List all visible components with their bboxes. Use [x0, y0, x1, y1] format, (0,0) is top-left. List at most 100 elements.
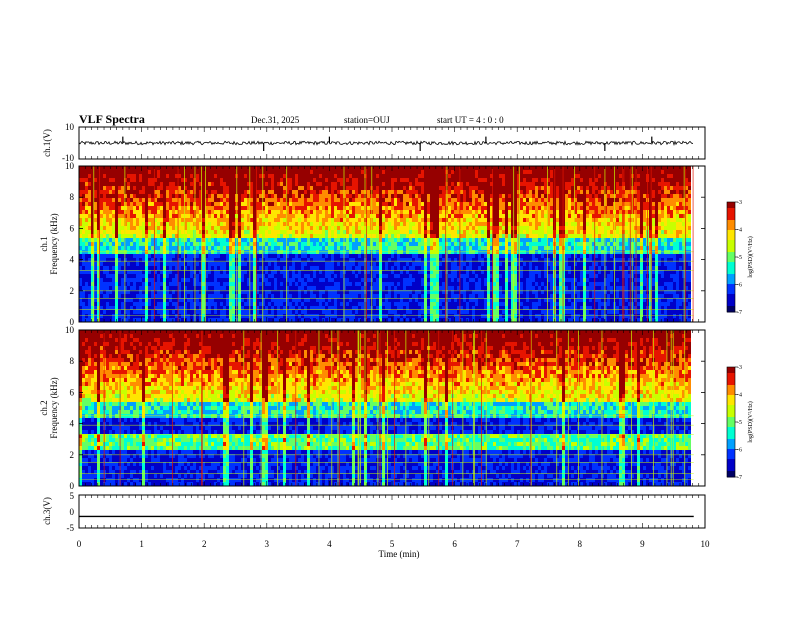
spectrogram-cell [292, 198, 295, 202]
spectrogram-cell [439, 230, 442, 234]
spectrogram-cell [184, 302, 187, 306]
spectrogram-cell [340, 214, 343, 218]
spectrogram-cell [214, 230, 217, 234]
spectrogram-cell [190, 310, 193, 314]
spectrogram-cell [445, 186, 448, 190]
spectrogram-cell [277, 178, 280, 182]
spectrogram-cell [427, 318, 430, 322]
spectrogram-cell [349, 218, 352, 222]
spectrogram-cell [133, 206, 136, 210]
spectrogram-cell [328, 246, 331, 250]
spectrogram-cell [343, 210, 346, 214]
spectrogram-cell [253, 246, 256, 250]
spectrogram-cell [124, 242, 127, 246]
spectrogram-cell [256, 310, 259, 314]
spectrogram-cell [151, 202, 154, 206]
spectrogram-cell [283, 198, 286, 202]
spectrogram-cell [94, 258, 97, 262]
spectrogram-cell [388, 202, 391, 206]
spectrogram-cell [82, 198, 85, 202]
spectrogram-cell [439, 262, 442, 266]
spectrogram-cell [256, 258, 259, 262]
spectrogram-cell [304, 242, 307, 246]
spectrogram-cell [328, 274, 331, 278]
spectrogram-cell [361, 214, 364, 218]
spectrogram-cell [412, 302, 415, 306]
spectrogram-cell [244, 214, 247, 218]
spectrogram-cell [112, 206, 115, 210]
spectrogram-cell [97, 262, 100, 266]
spectrogram-cell [364, 254, 367, 258]
spectrogram-cell [298, 178, 301, 182]
spectrogram-cell [424, 182, 427, 186]
spectrogram-cell [361, 198, 364, 202]
spectrogram-cell [256, 246, 259, 250]
spectrogram-cell [94, 182, 97, 186]
spectrogram-cell [268, 318, 271, 322]
spectrogram-cell [337, 266, 340, 270]
spectrogram-cell [418, 262, 421, 266]
spectrogram-cell [133, 230, 136, 234]
spectrogram-cell [436, 290, 439, 294]
spectrogram-cell [394, 262, 397, 266]
spectrogram-cell [340, 178, 343, 182]
spectrogram-cell [181, 198, 184, 202]
spectrogram-cell [280, 206, 283, 210]
spectrogram-cell [154, 198, 157, 202]
spectrogram-cell [220, 286, 223, 290]
spectrogram-cell [448, 186, 451, 190]
spectrogram-cell [250, 230, 253, 234]
spectrogram-cell [454, 174, 457, 178]
spectrogram-cell [325, 218, 328, 222]
spectrogram-cell [403, 194, 406, 198]
spectrogram-cell [223, 234, 226, 238]
spectrogram-cell [274, 290, 277, 294]
spectrogram-cell [202, 262, 205, 266]
spectrogram-cell [424, 274, 427, 278]
spectrogram-cell [229, 174, 232, 178]
spectrogram-cell [202, 174, 205, 178]
spectrogram-cell [325, 178, 328, 182]
spectrogram-cell [130, 294, 133, 298]
spectrogram-cell [316, 178, 319, 182]
spectrogram-cell [196, 198, 199, 202]
spectrogram-cell [205, 274, 208, 278]
spectrogram-cell [184, 226, 187, 230]
spectrogram-cell [352, 170, 355, 174]
spectrogram-cell [232, 298, 235, 302]
spectrogram-cell [253, 262, 256, 266]
spectrogram-cell [373, 218, 376, 222]
spectrogram-cell [91, 214, 94, 218]
spectrogram-cell [253, 170, 256, 174]
spectrogram-cell [337, 294, 340, 298]
spectrogram-cell [349, 234, 352, 238]
spectrogram-cell [346, 214, 349, 218]
spectrogram-cell [391, 270, 394, 274]
spectrogram-cell [460, 234, 463, 238]
spectrogram-cell [316, 302, 319, 306]
spectrogram-cell [244, 230, 247, 234]
spectrogram-cell [283, 218, 286, 222]
spectrogram-cell [130, 230, 133, 234]
spectrogram-cell [325, 166, 328, 170]
spectrogram-cell [178, 230, 181, 234]
spectrogram-cell [175, 202, 178, 206]
spectrogram-cell [307, 234, 310, 238]
spectrogram-cell [448, 210, 451, 214]
spectrogram-cell [277, 186, 280, 190]
spectrogram-cell [229, 178, 232, 182]
spectrogram-cell [202, 302, 205, 306]
spectrogram-cell [232, 262, 235, 266]
spectrogram-cell [421, 310, 424, 314]
spectrogram-cell [211, 166, 214, 170]
spectrogram-cell [397, 210, 400, 214]
spectrogram-cell [418, 246, 421, 250]
spectrogram-cell [91, 206, 94, 210]
spectrogram-cell [304, 306, 307, 310]
spectrogram-cell [127, 254, 130, 258]
spectrogram-cell [400, 222, 403, 226]
spectrogram-cell [232, 290, 235, 294]
spectrogram-cell [433, 282, 436, 286]
spectrogram-cell [313, 290, 316, 294]
spectrogram-cell [442, 254, 445, 258]
